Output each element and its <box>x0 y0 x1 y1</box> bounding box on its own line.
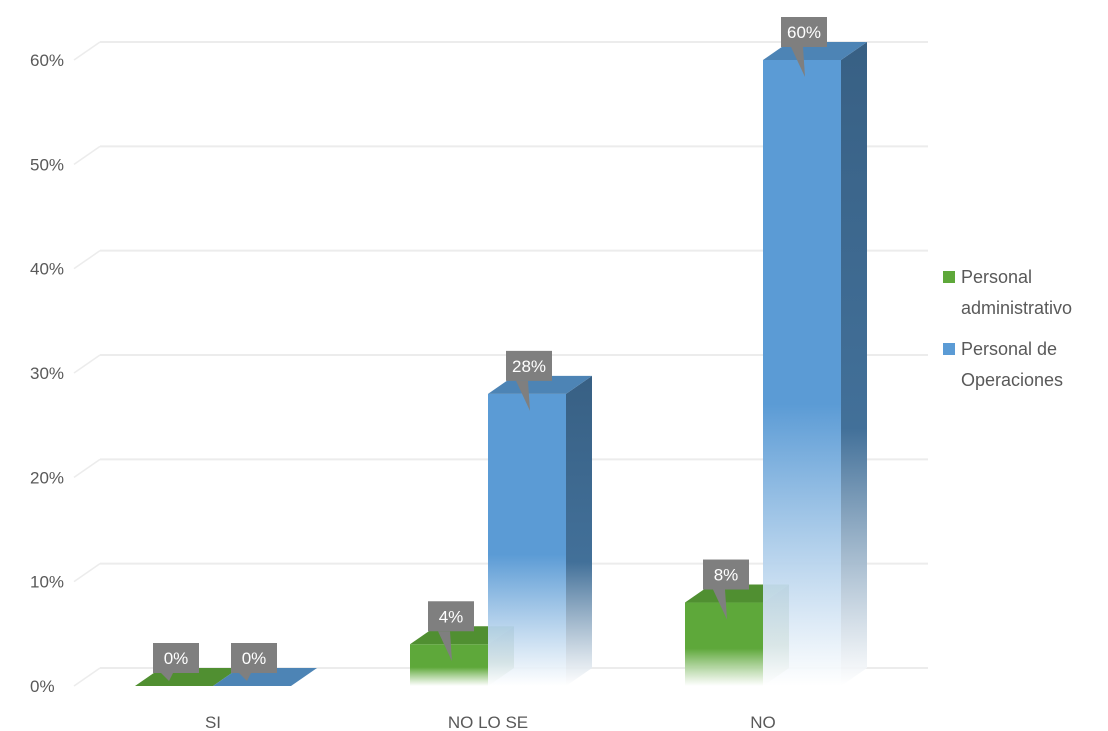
bar-operaciones <box>763 42 867 686</box>
x-axis-tick-labels: SI NO LO SE NO <box>205 713 776 731</box>
y-tick-label: 20% <box>30 468 64 487</box>
data-label-pointer <box>161 673 173 681</box>
bar-side-face <box>841 42 867 686</box>
data-label-box <box>781 17 827 47</box>
legend-label: Operaciones <box>961 370 1063 390</box>
data-label-box <box>231 643 277 673</box>
gridline-depth <box>73 563 101 583</box>
legend-label: administrativo <box>961 298 1072 318</box>
gridline-depth <box>73 145 101 165</box>
data-label-pointer <box>791 47 805 77</box>
data-label-box <box>428 601 474 632</box>
data-label-pointer <box>713 589 727 620</box>
bars <box>135 42 867 686</box>
bar-side-face <box>566 375 592 686</box>
x-tick-label: NO LO SE <box>448 713 528 731</box>
gridline-depth <box>73 41 101 61</box>
bar-front-face <box>685 602 763 686</box>
y-tick-label: 60% <box>30 51 64 70</box>
gridline-depth <box>73 354 101 374</box>
bar-front-face <box>488 393 566 686</box>
gridline-depth <box>73 250 101 270</box>
data-label-text: 28% <box>512 357 546 376</box>
data-label-box <box>506 350 552 381</box>
data-label-text: 0% <box>164 649 189 668</box>
y-axis-tick-labels: 0% 10% 20% 30% 40% 50% 60% <box>30 51 64 696</box>
legend-swatch <box>943 271 955 283</box>
data-label: 28% <box>506 350 552 411</box>
y-tick-label: 30% <box>30 364 64 383</box>
data-label-pointer <box>516 380 530 411</box>
data-label-pointer <box>438 631 452 662</box>
data-label-text: 60% <box>787 23 821 42</box>
bar-front-face <box>763 60 841 686</box>
y-tick-label: 50% <box>30 155 64 174</box>
data-label-pointer <box>239 673 251 681</box>
gridline-depth <box>73 667 101 687</box>
data-label-text: 8% <box>714 566 739 585</box>
data-label-text: 4% <box>439 607 464 626</box>
legend-label: Personal de <box>961 339 1057 359</box>
legend-item: Personal administrativo <box>943 267 1072 318</box>
data-label: 4% <box>428 601 474 662</box>
data-labels: 0% 0% 4% 28% 8% 60% <box>153 17 827 681</box>
x-tick-label: SI <box>205 713 221 731</box>
data-label-box <box>703 559 749 590</box>
legend: Personal administrativo Personal de Operaci… <box>943 267 1072 390</box>
y-tick-label: 40% <box>30 260 64 279</box>
data-label: 0% <box>153 643 199 681</box>
y-tick-label: 10% <box>30 573 64 592</box>
data-label: 0% <box>231 643 277 681</box>
data-label-text: 0% <box>242 649 267 668</box>
gridline-depth <box>73 458 101 478</box>
data-label: 8% <box>703 559 749 620</box>
bar-operaciones <box>488 375 592 686</box>
x-tick-label: NO <box>750 713 776 731</box>
legend-label: Personal <box>961 267 1032 287</box>
legend-item: Personal de Operaciones <box>943 339 1063 390</box>
data-label-box <box>153 643 199 673</box>
y-tick-label: 0% <box>30 677 55 696</box>
data-label: 60% <box>781 17 827 77</box>
legend-swatch <box>943 343 955 355</box>
